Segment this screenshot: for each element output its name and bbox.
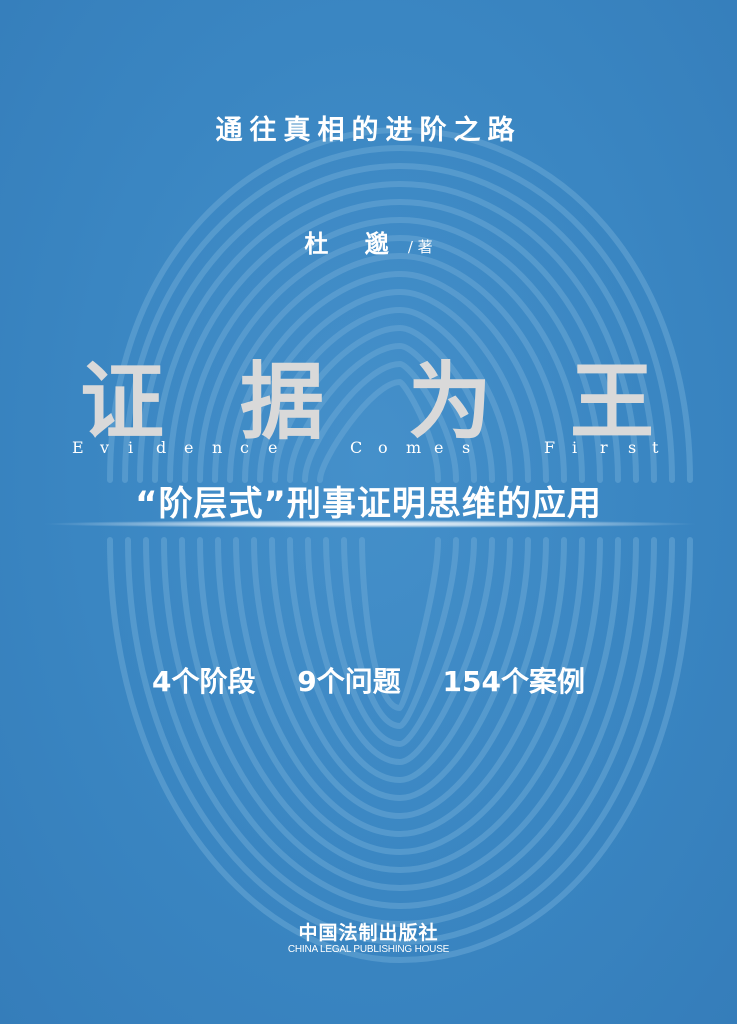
stats-line: 4个阶段 9个问题 154个案例 <box>0 660 737 700</box>
english-title-char: v <box>100 438 110 457</box>
book-title: 证 据 为 王 <box>0 335 737 451</box>
publisher-name-cn: 中国法制出版社 <box>298 922 439 944</box>
title-char: 为 <box>408 353 493 451</box>
stat-questions: 9个问题 <box>297 665 401 698</box>
english-title-char: e <box>434 438 444 457</box>
english-title-char: d <box>156 438 167 457</box>
subtitle: “阶层式”刑事证明思维的应用 <box>135 484 602 524</box>
english-title-char: c <box>240 438 249 457</box>
author-line: 杜 邈 / 著 <box>0 224 737 259</box>
title-char: 证 <box>80 353 165 451</box>
tagline: 通往真相的进阶之路 <box>215 115 522 146</box>
english-title-char: s <box>462 438 471 457</box>
english-title-char: C <box>350 438 363 457</box>
english-title-char: m <box>406 438 422 457</box>
english-title-char: e <box>268 438 278 457</box>
author-name: 杜 邈 <box>304 229 403 258</box>
author-role: / 著 <box>407 238 433 256</box>
stat-stages: 4个阶段 <box>152 665 256 698</box>
english-title-char: E <box>72 438 84 457</box>
title-char: 据 <box>240 353 325 451</box>
english-title-char: r <box>600 438 608 457</box>
stat-cases: 154个案例 <box>442 665 585 698</box>
english-title-char: s <box>628 438 637 457</box>
english-title-char: e <box>184 438 194 457</box>
english-title-char: o <box>378 438 388 457</box>
english-title-char: t <box>652 438 659 457</box>
english-title: E v i d e n c e C o m e s F i r s t <box>72 438 662 460</box>
light-divider <box>40 520 700 528</box>
english-title-char: F <box>544 438 556 457</box>
title-char: 王 <box>570 353 655 451</box>
english-title-char: i <box>572 438 578 457</box>
english-title-char: i <box>128 438 134 457</box>
publisher-name-en: CHINA LEGAL PUBLISHING HOUSE <box>287 944 450 955</box>
english-title-char: n <box>212 438 223 457</box>
